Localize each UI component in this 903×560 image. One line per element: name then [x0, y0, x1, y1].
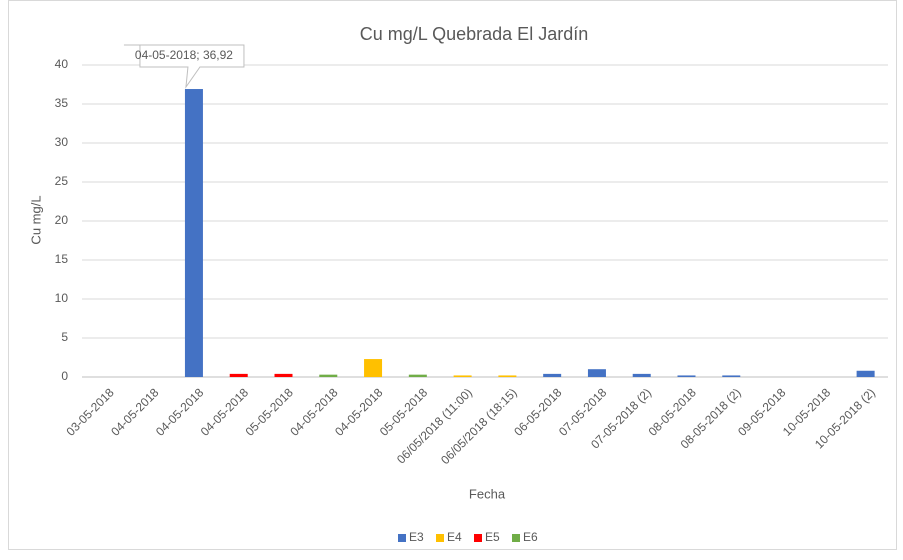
y-tick-label: 10 — [55, 291, 69, 305]
legend-swatch — [436, 534, 444, 542]
legend-label: E6 — [523, 530, 538, 544]
legend-swatch — [512, 534, 520, 542]
y-tick-label: 5 — [61, 330, 68, 344]
data-label: 04-05-2018; 36,92 — [135, 48, 233, 62]
chart-title: Cu mg/L Quebrada El Jardín — [360, 24, 588, 44]
y-tick-label: 35 — [55, 96, 69, 110]
bar — [184, 89, 203, 378]
chart-frame — [8, 0, 897, 550]
legend-label: E3 — [409, 530, 424, 544]
legend-label: E4 — [447, 530, 462, 544]
legend-swatch — [474, 534, 482, 542]
bar — [498, 375, 517, 377]
bar — [677, 375, 696, 377]
y-tick-label: 40 — [55, 57, 69, 71]
y-tick-label: 0 — [61, 369, 68, 383]
data-label-callout — [123, 44, 245, 89]
bar — [229, 373, 248, 377]
y-tick-label: 30 — [55, 135, 69, 149]
bar — [364, 359, 383, 377]
legend-swatch — [398, 534, 406, 542]
bar — [632, 373, 651, 377]
y-tick-label: 20 — [55, 213, 69, 227]
bar — [274, 373, 293, 377]
y-axis-title: Cu mg/L — [28, 195, 43, 244]
bar — [543, 373, 562, 377]
bar — [408, 374, 427, 377]
bar — [319, 374, 338, 377]
x-axis-title: Fecha — [469, 486, 506, 501]
y-tick-label: 15 — [55, 252, 69, 266]
bar — [722, 375, 741, 377]
legend-label: E5 — [485, 530, 500, 544]
y-tick-label: 25 — [55, 174, 69, 188]
bar — [587, 369, 606, 377]
bar — [856, 370, 875, 377]
bar — [453, 375, 472, 377]
